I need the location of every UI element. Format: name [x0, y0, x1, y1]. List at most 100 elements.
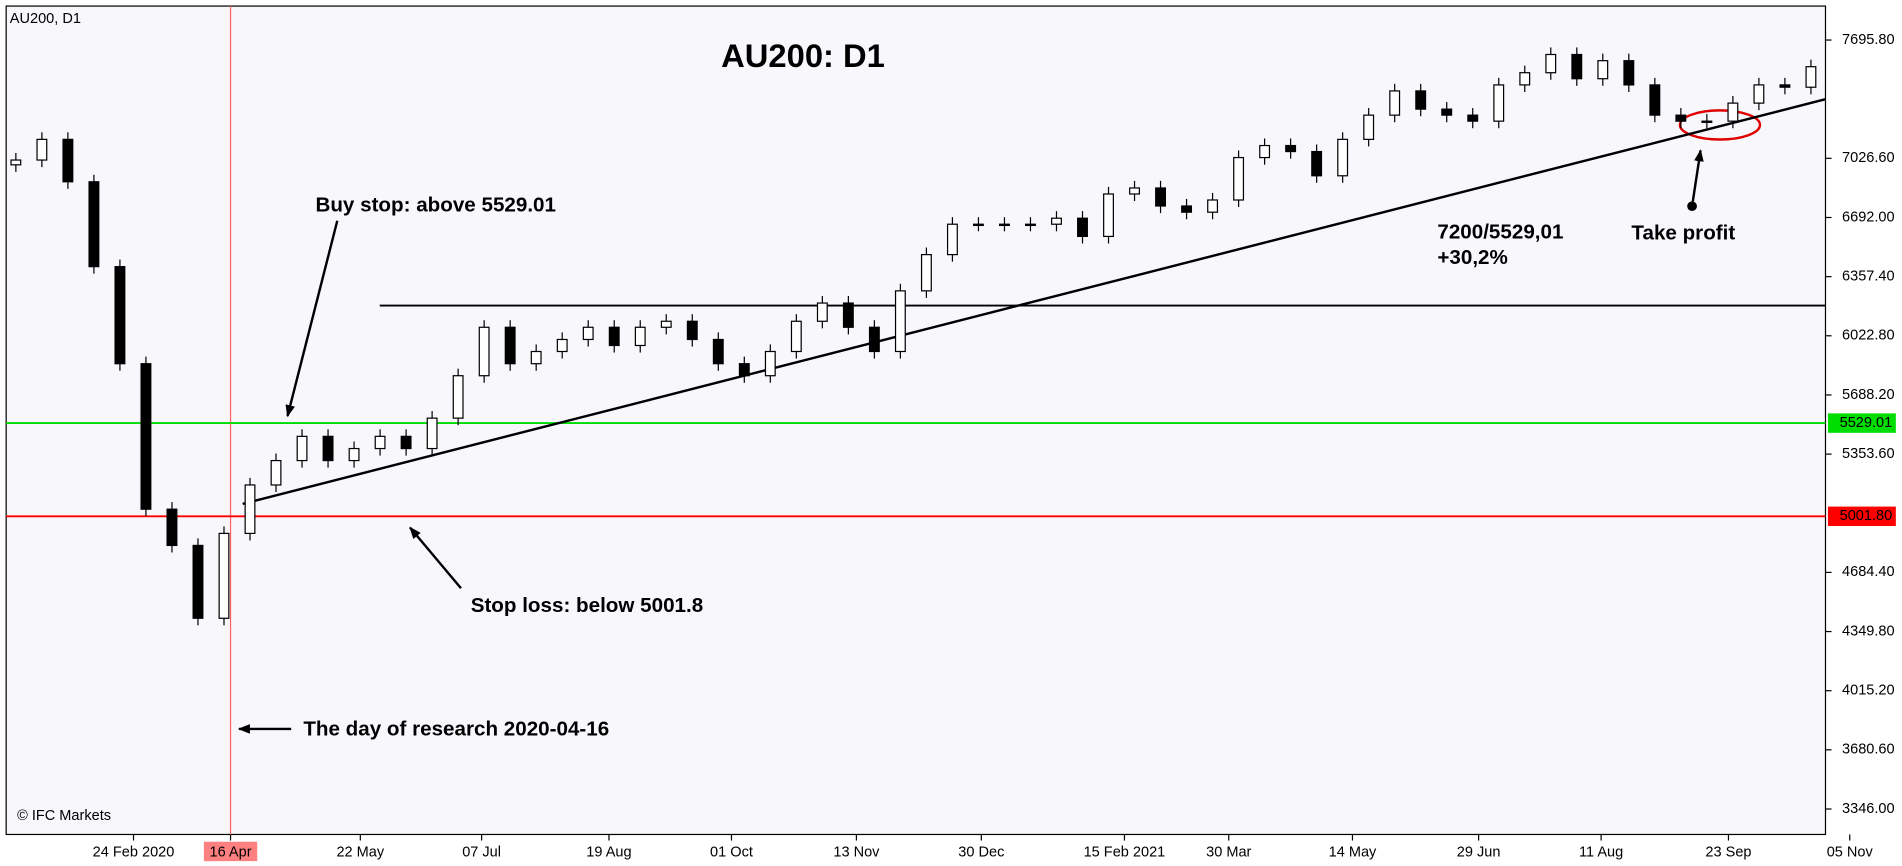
candle-body	[140, 363, 152, 510]
x-tick-label: 30 Dec	[958, 845, 1004, 861]
candle-body	[1103, 193, 1114, 238]
y-tick-label: 4349.80	[1842, 623, 1895, 639]
candle-body	[1077, 217, 1088, 238]
candle-body	[62, 138, 74, 183]
plot-area	[5, 5, 1827, 836]
x-tick-label: 13 Nov	[833, 845, 880, 861]
candle-body	[1805, 66, 1817, 88]
candle-body	[1051, 217, 1062, 225]
candle-body	[400, 435, 412, 450]
annotation: +30,2%	[1437, 246, 1507, 269]
candle-body	[790, 320, 802, 353]
candle-body	[946, 223, 958, 256]
candle-body	[894, 290, 906, 353]
trendline	[242, 98, 1826, 506]
candle-body	[1519, 72, 1531, 86]
candle-body	[530, 350, 542, 365]
y-tick-label: 6022.80	[1842, 328, 1895, 344]
annotation: 7200/5529,01	[1437, 220, 1563, 243]
candle-body	[660, 320, 672, 328]
candle-body	[920, 254, 932, 292]
candle-body	[322, 435, 334, 462]
arrow	[1690, 149, 1704, 207]
y-tick-label: 5353.60	[1842, 446, 1895, 462]
candle-body	[1701, 120, 1713, 123]
candle-body	[1363, 114, 1375, 140]
candle-body	[1389, 90, 1401, 116]
x-tick-label: 15 Feb 2021	[1084, 845, 1166, 861]
annotation: Buy stop: above 5529.01	[315, 194, 556, 217]
chart-title: AU200: D1	[721, 37, 885, 74]
x-tick-label: 07 Jul	[462, 845, 501, 861]
candle-body	[608, 326, 620, 347]
buy-stop-line-label: 5529.01	[1840, 415, 1893, 431]
y-tick-label: 3680.60	[1842, 742, 1895, 758]
candle-body	[478, 326, 490, 377]
candle-body	[868, 326, 880, 353]
y-tick-label: 4015.20	[1842, 683, 1895, 699]
y-tick-label: 5688.20	[1842, 387, 1895, 403]
candle-body	[1441, 108, 1453, 116]
candle-body	[1259, 144, 1271, 159]
candle-body	[1415, 90, 1427, 110]
candle-body	[998, 223, 1010, 227]
x-tick-label: 16 Apr	[210, 845, 252, 861]
arrow-dot	[1687, 201, 1697, 212]
candle-body	[426, 417, 438, 450]
candle-body	[1025, 223, 1036, 227]
x-tick-label: 19 Aug	[586, 845, 631, 861]
candle-body	[972, 223, 984, 227]
symbol: AU200, D1	[10, 11, 81, 27]
candle-body	[1207, 199, 1219, 213]
x-tick-label: 24 Feb 2020	[93, 845, 175, 861]
arrow	[285, 220, 339, 418]
candle-body	[374, 435, 386, 450]
candle-body	[296, 435, 308, 462]
candle-body	[1311, 150, 1323, 177]
arrow	[409, 526, 462, 590]
candle-body	[218, 532, 230, 619]
candle-body	[712, 338, 724, 365]
stop-loss-line-label: 5001.80	[1840, 508, 1893, 524]
candle-body	[1545, 53, 1557, 74]
candle-body	[582, 326, 594, 341]
x-tick-label: 14 May	[1329, 845, 1377, 861]
y-tick-label: 3346.00	[1842, 801, 1895, 817]
candle-body	[686, 320, 698, 341]
candle-body	[192, 544, 204, 619]
candle-body	[1129, 187, 1140, 195]
candle-body	[1779, 84, 1791, 88]
candle-body	[1597, 60, 1609, 80]
candle-body	[1675, 114, 1687, 122]
candle-body	[452, 375, 464, 419]
candle-body	[738, 363, 750, 377]
candle-body	[1753, 84, 1765, 104]
annotation: The day of research 2020-04-16	[303, 718, 609, 741]
annotation: Stop loss: below 5001.8	[471, 594, 704, 617]
candle-body	[88, 181, 100, 268]
candle-body	[270, 459, 282, 486]
highlight-ellipse	[1678, 109, 1762, 141]
y-tick-label: 6692.00	[1842, 209, 1895, 225]
candle-body	[1571, 53, 1583, 80]
candle-body	[556, 338, 568, 353]
x-tick-label: 11 Aug	[1579, 845, 1623, 861]
x-tick-label: 23 Sep	[1705, 845, 1751, 861]
x-tick-label: 05 Nov	[1827, 845, 1874, 861]
x-tick-label: 01 Oct	[710, 845, 753, 861]
candle-body	[1285, 144, 1297, 153]
candle-body	[1181, 205, 1193, 213]
candle-body	[816, 302, 828, 322]
candle-body	[244, 484, 256, 535]
x-tick-label: 29 Jun	[1457, 845, 1501, 861]
candle-body	[1649, 84, 1661, 116]
candle-body	[1727, 102, 1739, 122]
copyright: © IFC Markets	[17, 808, 111, 824]
candle-body	[504, 326, 516, 365]
y-tick-label: 7026.60	[1842, 150, 1895, 166]
candle-body	[348, 447, 360, 462]
candle-body	[10, 159, 22, 166]
x-tick-label: 22 May	[336, 845, 384, 861]
candle-body	[1233, 156, 1245, 201]
